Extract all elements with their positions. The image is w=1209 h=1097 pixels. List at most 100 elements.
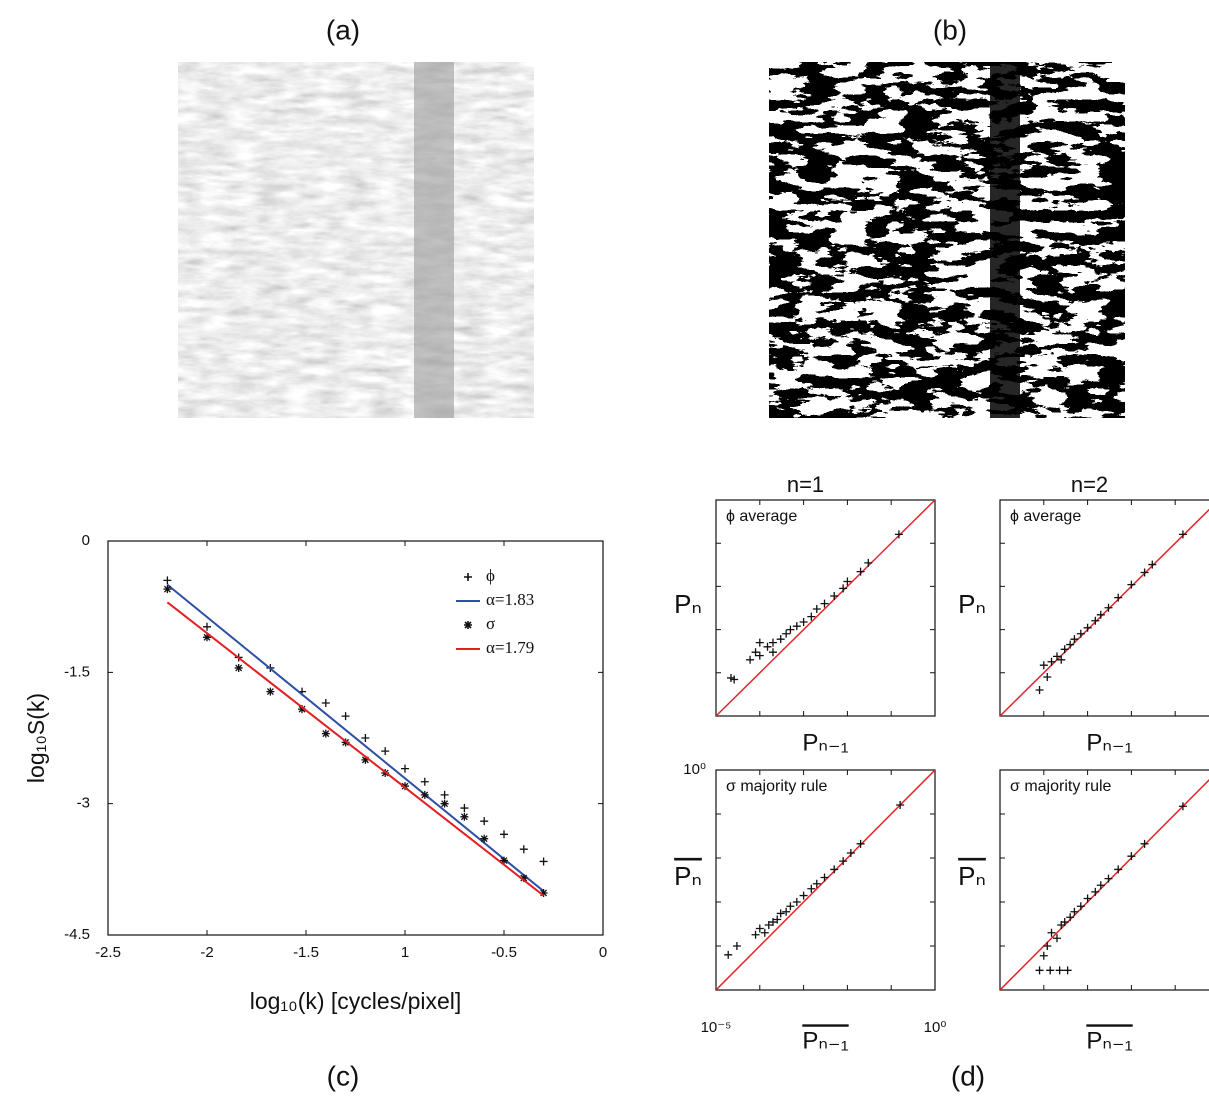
point	[839, 584, 848, 593]
x-tick-label: -0.5	[491, 944, 517, 961]
point	[864, 558, 873, 567]
point	[1127, 852, 1136, 861]
point	[1060, 918, 1069, 927]
point	[1083, 623, 1092, 632]
plot-area	[163, 576, 548, 897]
x-tick-label: 0	[599, 944, 607, 961]
point	[1047, 928, 1056, 937]
point	[896, 801, 905, 810]
y-tick-label: -1.5	[64, 663, 90, 680]
plot-area	[716, 500, 935, 716]
point	[792, 898, 801, 906]
annotation: ϕ average	[1010, 508, 1081, 525]
point	[768, 918, 777, 927]
point	[807, 884, 816, 893]
point	[773, 915, 782, 924]
plot-area	[1000, 778, 1209, 990]
point	[1178, 530, 1187, 539]
panel-label: (b)	[933, 14, 967, 45]
point	[1148, 560, 1157, 569]
point	[820, 873, 829, 882]
point	[830, 865, 839, 874]
legend-label: α=1.79	[486, 638, 534, 657]
point	[1140, 839, 1149, 848]
point	[724, 950, 733, 959]
chart: n=1 ϕ average Pₙ₋₁ Pₙ	[674, 472, 936, 756]
panel-label: (c)	[327, 1060, 360, 1091]
y-axis-label: Pₙ	[674, 861, 702, 891]
point	[203, 633, 211, 642]
point	[799, 617, 808, 626]
point	[1076, 629, 1085, 638]
point	[820, 599, 829, 608]
point	[1066, 640, 1075, 649]
chart: n=2 ϕ average Pₙ₋₁ Pₙ	[958, 472, 1209, 756]
point	[786, 625, 795, 634]
legend-label: α=1.83	[486, 590, 534, 609]
point	[755, 651, 764, 660]
point	[807, 612, 816, 621]
point	[1039, 951, 1048, 960]
photo-binary	[769, 62, 1125, 418]
point	[1127, 580, 1136, 589]
point	[856, 839, 865, 848]
point	[846, 848, 855, 857]
point	[480, 817, 489, 826]
point	[519, 874, 528, 883]
plot-frame	[999, 769, 1209, 991]
x-tick-label: -2.5	[95, 944, 121, 961]
point	[1076, 902, 1085, 911]
x-axis-label: Pₙ₋₁	[802, 1027, 848, 1054]
point	[1039, 661, 1048, 670]
diagonal	[716, 770, 935, 990]
x-tick-label: 10⁻⁵	[701, 1019, 732, 1036]
point	[843, 577, 852, 586]
point	[730, 675, 739, 684]
point	[1052, 934, 1061, 943]
point	[776, 909, 785, 918]
legend-marker	[464, 573, 472, 581]
point	[763, 642, 772, 651]
point	[764, 921, 773, 930]
point	[1063, 966, 1072, 975]
point	[812, 604, 821, 613]
point	[786, 902, 795, 911]
point	[500, 856, 508, 865]
point	[203, 622, 211, 631]
point	[440, 799, 449, 808]
y-tick-label: 10⁰	[683, 761, 706, 778]
x-axis-label: Pₙ₋₁	[1086, 729, 1132, 756]
point	[163, 585, 172, 594]
point	[401, 782, 409, 791]
point	[839, 857, 848, 866]
point	[321, 729, 330, 738]
point	[1046, 966, 1055, 975]
chart: -2.5 -2 -1.5 1 -0.5 0 0 -1.5 -3 -4.5 ϕ α=1.83 σ α=1.7…	[23, 532, 607, 1014]
point	[381, 747, 390, 756]
annotation: σ majority rule	[1010, 778, 1112, 795]
point	[1043, 942, 1052, 950]
photo-grayscale	[178, 62, 534, 418]
point	[420, 777, 429, 786]
point	[460, 812, 469, 821]
point	[1140, 568, 1149, 577]
point	[420, 790, 429, 799]
photo-trunk	[414, 62, 454, 418]
point	[163, 576, 172, 585]
point	[782, 629, 791, 638]
point	[751, 930, 760, 939]
point	[500, 830, 508, 839]
y-tick-label: 0	[82, 532, 90, 549]
point	[1096, 881, 1105, 890]
x-tick-label: 10⁰	[924, 1019, 947, 1036]
point	[361, 734, 370, 742]
point	[266, 687, 275, 696]
point	[361, 755, 370, 764]
point	[1114, 593, 1123, 602]
x-axis-label: Pₙ₋₁	[802, 729, 848, 756]
x-axis-label: log₁₀(k) [cycles/pixel]	[250, 988, 462, 1014]
point	[234, 663, 243, 672]
point	[1091, 616, 1100, 625]
chart: 10⁻⁵ 10⁰ 10⁰ σ majority rule Pₙ₋₁ Pₙ	[674, 761, 946, 1054]
